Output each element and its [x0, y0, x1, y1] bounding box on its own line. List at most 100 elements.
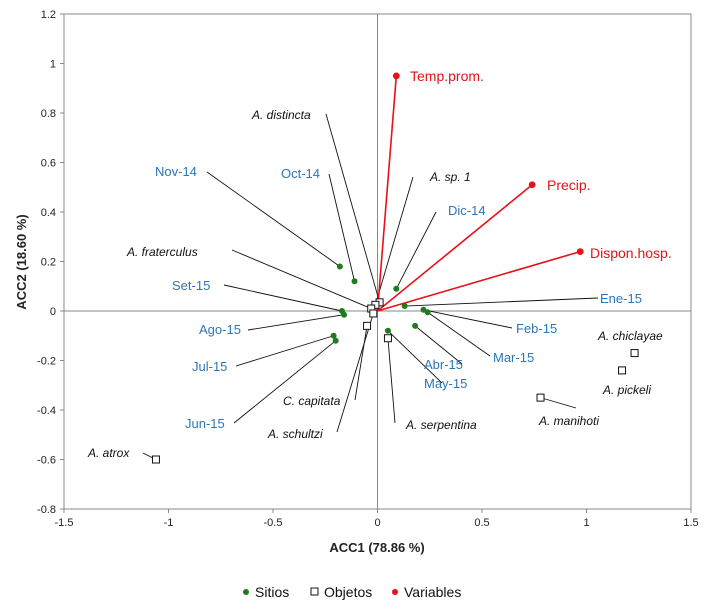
legend-marker-objetos: [310, 587, 319, 596]
sitio-point-oct-14: [351, 278, 358, 285]
vector-dispon-hosp: [377, 250, 581, 312]
objetos-label-a-serpentina: A. serpentina: [405, 418, 477, 432]
legend-label-sitios: Sitios: [255, 584, 289, 600]
sitios-label-may-15: May-15: [424, 376, 467, 391]
y-tick-label: -0.2: [37, 356, 56, 368]
objeto-point-a-schultzi: [369, 309, 378, 318]
sitio-point-may-15: [384, 327, 391, 334]
sitios-label-dic-14: Dic-14: [448, 203, 486, 218]
x-axis-title: ACC1 (78.86 %): [329, 540, 424, 555]
objeto-point-a-pickeli: [618, 366, 627, 375]
sitios-label-feb-15: Feb-15: [516, 321, 557, 336]
leader-line-ago-15: [247, 314, 345, 331]
y-tick-label: -0.4: [37, 405, 56, 417]
sitio-point-jun-15: [332, 337, 339, 344]
variables-label-precip: Precip.: [547, 177, 591, 193]
sitios-label-mar-15: Mar-15: [493, 350, 534, 365]
leader-line-a-distincta: [325, 113, 381, 303]
objetos-label-a-distincta: A. distincta: [251, 108, 311, 122]
y-tick-label: 0.6: [41, 158, 56, 170]
sitios-label-set-15: Set-15: [172, 278, 210, 293]
sitio-point-ene-15: [401, 303, 408, 310]
legend-label-variables: Variables: [404, 584, 461, 600]
variable-vectors: [376, 75, 581, 312]
sitio-point-jul-15: [330, 332, 337, 339]
x-tick-label: -1.5: [55, 517, 74, 529]
objetos-label-a-chiclayae: A. chiclayae: [597, 329, 663, 343]
x-tick-label: 0.5: [474, 517, 489, 529]
sitio-point-abr-15: [412, 322, 419, 329]
leader-line-abr-15: [414, 325, 463, 365]
objetos-label-a-manihoti: A. manihoti: [538, 414, 599, 428]
y-tick-label: 1: [50, 59, 56, 71]
x-tick-label: 1.5: [683, 517, 698, 529]
leader-line-jul-15: [235, 335, 334, 367]
leader-line-a-serpentina: [387, 338, 396, 424]
objetos-label-a-pickeli: A. pickeli: [602, 383, 651, 397]
leader-line-ene-15: [404, 297, 599, 307]
data-points: [151, 72, 639, 464]
vector-temp-prom: [376, 75, 398, 312]
leader-line-feb-15: [423, 309, 513, 329]
leader-line-a-fraterculus: [231, 249, 372, 309]
variable-point-dispon-hosp: [576, 248, 584, 256]
objetos-label-a-fraterculus: A. fraterculus: [126, 245, 198, 259]
objeto-point-a-atrox: [151, 455, 160, 464]
objeto-point-a-serpentina: [383, 334, 392, 343]
variables-label-temp-prom: Temp.prom.: [410, 68, 484, 84]
variable-point-temp-prom: [392, 72, 400, 80]
leader-line-mar-15: [427, 311, 491, 357]
sitio-point-set-15: [338, 308, 345, 314]
leader-line-nov-14: [206, 171, 341, 267]
legend-marker-sitios: [243, 589, 249, 595]
tick-labels: -1.5 -1 -0.5 0 0.5 1 1.5 -0.8 -0.6 -0.4 -0.2 0 0.2 0.…: [37, 9, 699, 529]
x-tick-label: 0: [374, 517, 380, 529]
vector-precip: [376, 184, 533, 312]
leader-line-jun-15: [233, 340, 336, 424]
x-tick-label: -0.5: [264, 517, 283, 529]
leader-line-set-15: [223, 284, 343, 312]
y-tick-label: 0.8: [41, 108, 56, 120]
sitios-label-ago-15: Ago-15: [199, 322, 241, 337]
leader-line-dic-14: [395, 211, 437, 289]
sitios-label-nov-14: Nov-14: [155, 164, 197, 179]
objetos-label-a-sp-1: A. sp. 1: [429, 170, 471, 184]
y-tick-label: 0.2: [41, 257, 56, 269]
y-axis-title: ACC2 (18.60 %): [14, 214, 29, 309]
sitios-label-oct-14: Oct-14: [281, 166, 320, 181]
leader-line-c-capitata: [354, 325, 368, 401]
y-tick-label: 0: [50, 306, 56, 318]
sitios-label-ene-15: Ene-15: [600, 291, 642, 306]
legend-marker-variables: [392, 589, 398, 595]
objetos-label-a-atrox: A. atrox: [87, 446, 130, 460]
point-labels: Nov-14 Oct-14 Dic-14 Ene-15 Feb-15 Mar-15 Abr-…: [87, 68, 672, 460]
leader-line-a-schultzi: [336, 313, 374, 433]
y-tick-label: 0.4: [41, 207, 56, 219]
sitios-label-jul-15: Jul-15: [192, 359, 227, 374]
y-tick-label: -0.6: [37, 455, 56, 467]
variable-point-precip: [528, 181, 536, 189]
sitio-point-nov-14: [336, 263, 343, 270]
objeto-point-c-capitata: [363, 321, 372, 330]
objeto-point-a-manihoti: [536, 393, 545, 402]
variables-label-dispon-hosp: Dispon.hosp.: [590, 245, 672, 261]
x-tick-label: 1: [583, 517, 589, 529]
legend: Sitios Objetos Variables: [243, 584, 461, 600]
objetos-label-a-schultzi: A. schultzi: [267, 427, 323, 441]
objetos-label-c-capitata: C. capitata: [283, 394, 341, 408]
sitios-label-abr-15: Abr-15: [424, 357, 463, 372]
y-tick-label: 1.2: [41, 9, 56, 21]
leader-lines: [142, 113, 599, 460]
sitio-point-dic-14: [393, 285, 400, 292]
leader-line-may-15: [387, 330, 443, 384]
objeto-point-a-chiclayae: [630, 349, 639, 358]
sitios-label-jun-15: Jun-15: [185, 416, 225, 431]
axes: [60, 13, 692, 513]
leader-line-a-sp-1: [374, 176, 414, 305]
y-tick-label: -0.8: [37, 504, 56, 516]
legend-label-objetos: Objetos: [324, 584, 372, 600]
x-tick-label: -1: [164, 517, 174, 529]
leader-line-a-manihoti: [540, 397, 577, 409]
leader-line-oct-14: [328, 173, 355, 282]
sitio-point-mar-15: [424, 309, 431, 316]
